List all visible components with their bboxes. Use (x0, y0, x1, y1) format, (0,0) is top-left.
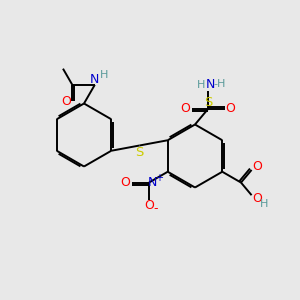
Text: O: O (144, 200, 154, 212)
Text: H: H (100, 70, 108, 80)
Text: O: O (226, 102, 236, 116)
Text: S: S (205, 96, 213, 109)
Text: N: N (90, 73, 100, 86)
Text: S: S (135, 146, 144, 159)
Text: O: O (252, 160, 262, 173)
Text: N: N (148, 176, 157, 189)
Text: O: O (181, 102, 190, 116)
Text: -H: -H (213, 79, 226, 89)
Text: H: H (260, 199, 268, 208)
Text: H: H (197, 80, 206, 90)
Text: +: + (154, 173, 163, 183)
Text: O: O (61, 95, 70, 108)
Text: O: O (252, 192, 262, 205)
Text: O: O (121, 176, 130, 189)
Text: -: - (153, 202, 158, 215)
Text: N: N (206, 78, 215, 91)
